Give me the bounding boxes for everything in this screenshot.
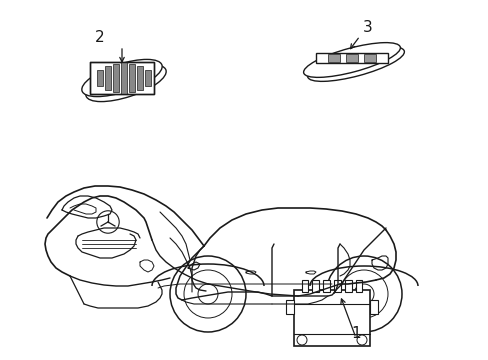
Bar bbox=[345, 280, 351, 292]
Bar bbox=[121, 62, 127, 94]
Ellipse shape bbox=[81, 59, 162, 96]
Bar bbox=[97, 70, 103, 86]
Text: 1: 1 bbox=[350, 327, 360, 342]
Bar bbox=[137, 66, 142, 90]
Bar bbox=[363, 54, 375, 62]
FancyBboxPatch shape bbox=[90, 62, 154, 94]
Bar bbox=[293, 290, 369, 346]
Bar bbox=[105, 66, 111, 90]
Bar bbox=[301, 280, 307, 292]
Ellipse shape bbox=[303, 42, 400, 77]
Bar bbox=[323, 280, 329, 292]
Text: 2: 2 bbox=[95, 31, 104, 45]
Bar bbox=[315, 53, 387, 63]
Bar bbox=[145, 70, 151, 86]
Bar bbox=[285, 300, 293, 314]
Bar bbox=[129, 64, 135, 92]
Bar bbox=[346, 54, 357, 62]
Bar bbox=[327, 54, 339, 62]
Bar bbox=[113, 64, 119, 92]
Bar bbox=[369, 300, 377, 314]
Bar bbox=[333, 280, 340, 292]
Bar bbox=[312, 280, 318, 292]
Text: 3: 3 bbox=[363, 21, 372, 36]
Bar bbox=[355, 280, 362, 292]
